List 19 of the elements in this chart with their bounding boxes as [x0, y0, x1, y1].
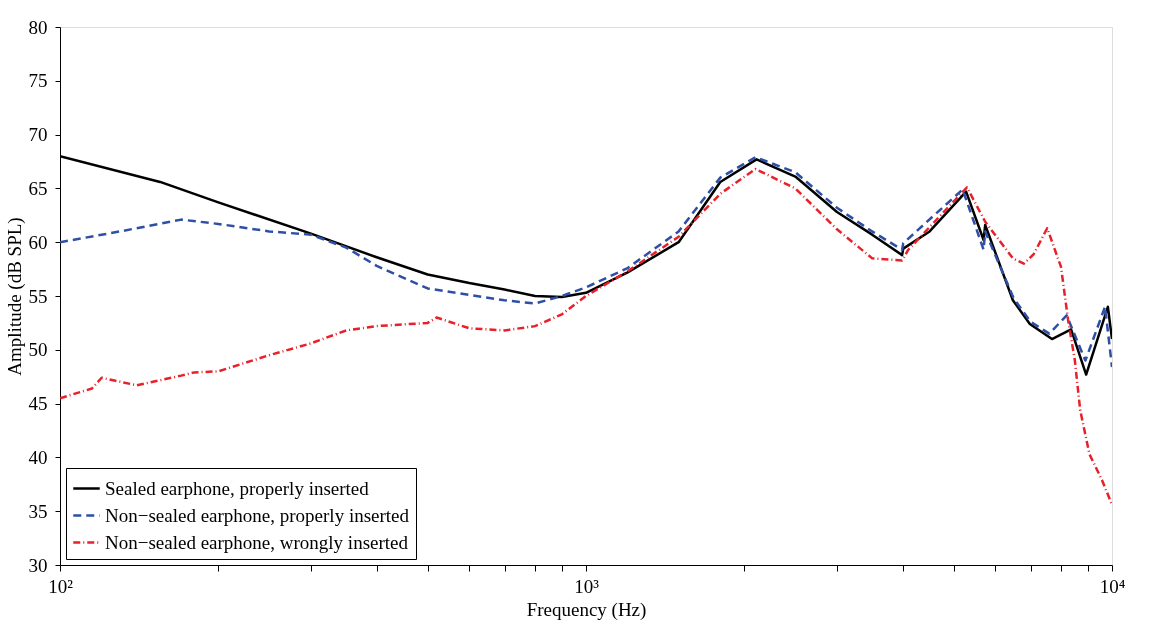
y-tick-label: 75 [28, 70, 48, 92]
y-tick-label: 55 [28, 285, 48, 307]
y-tick-label: 60 [28, 231, 48, 253]
legend-label: Sealed earphone, properly inserted [105, 477, 370, 499]
legend-label: Non−sealed earphone, wrongly inserted [105, 531, 409, 553]
y-axis-title: Amplitude (dB SPL) [3, 217, 26, 376]
y-tick-label: 45 [28, 393, 48, 415]
y-tick-label: 40 [28, 446, 48, 468]
y-tick-label: 80 [28, 16, 48, 38]
y-tick-label: 70 [28, 124, 48, 146]
y-tick-label: 65 [28, 177, 48, 199]
y-tick-label: 35 [28, 500, 48, 522]
x-tick-label: 10² [48, 575, 74, 597]
y-tick-label: 50 [28, 339, 48, 361]
legend-label: Non−sealed earphone, properly inserted [105, 504, 410, 526]
x-tick-label: 10⁴ [1099, 575, 1126, 597]
x-axis-title: Frequency (Hz) [526, 598, 647, 621]
x-tick-label: 10³ [574, 575, 600, 597]
y-tick-label: 30 [28, 554, 48, 576]
